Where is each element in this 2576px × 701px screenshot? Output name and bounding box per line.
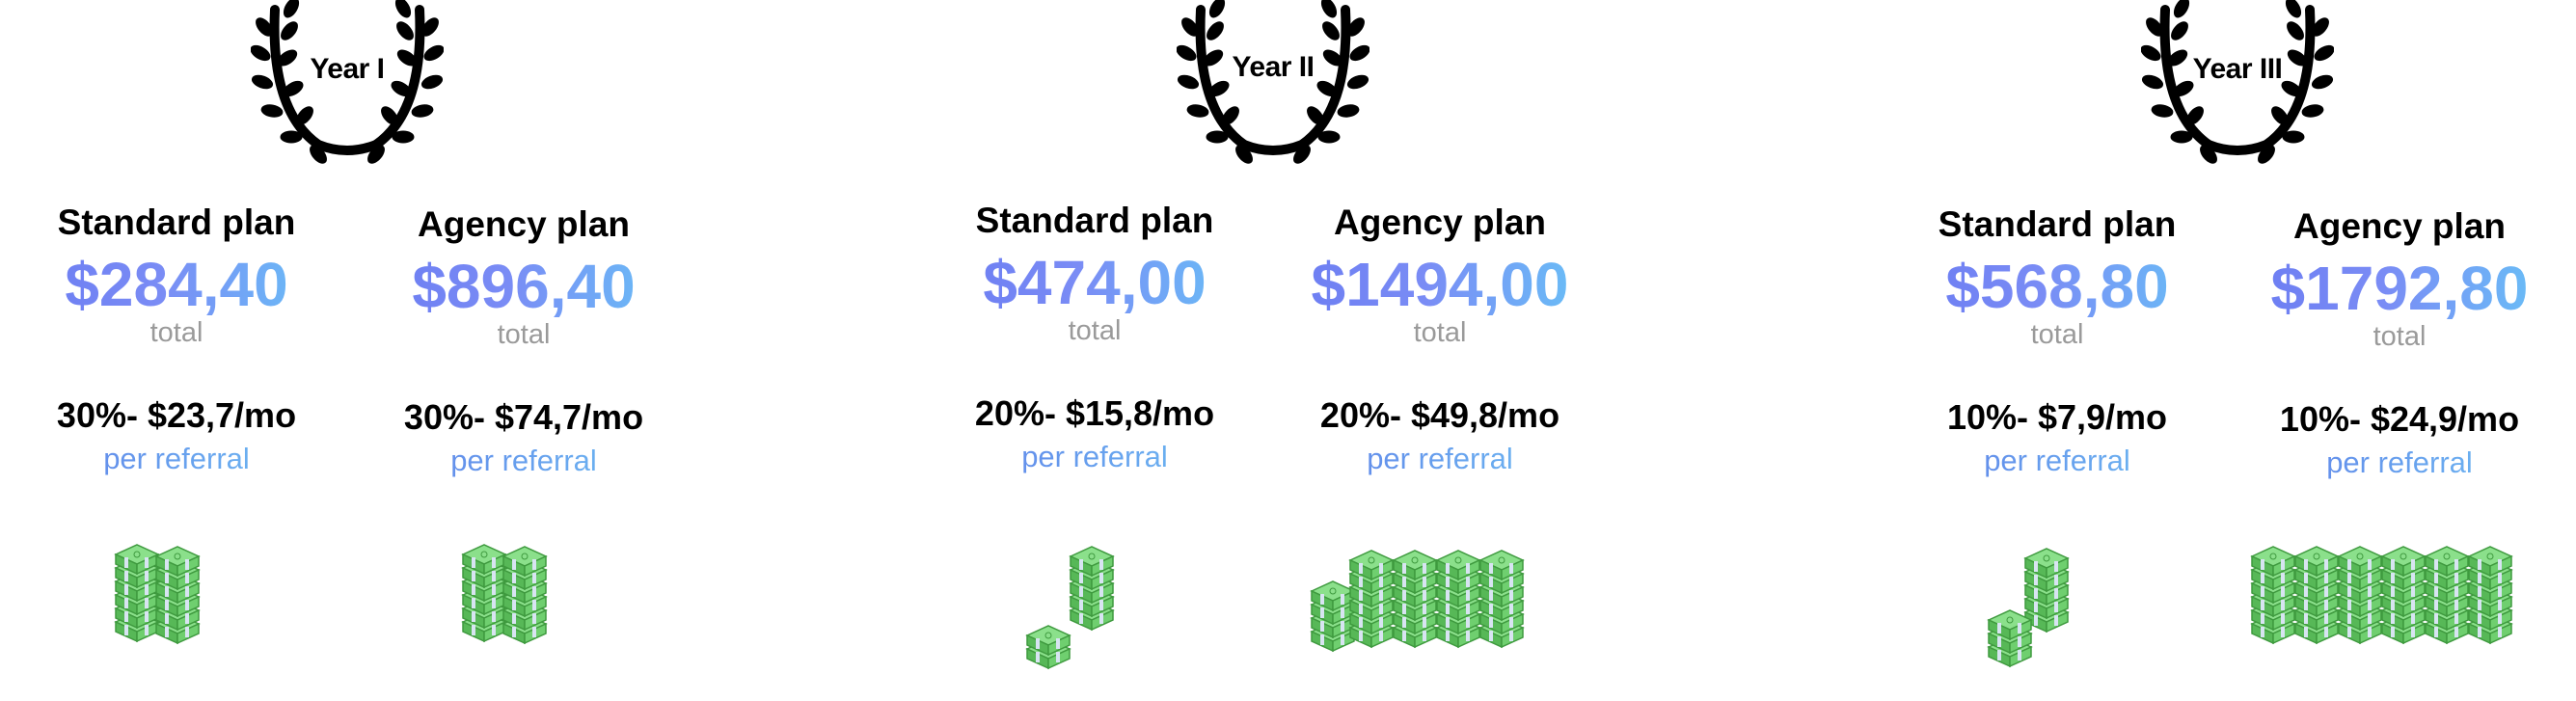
plan-card-standard: Standard plan $284,40 total 30%- $23,7/m…: [17, 202, 336, 476]
plan-price: $1494,00: [1281, 252, 1599, 317]
plan-name: Agency plan: [418, 204, 630, 244]
plan-card-agency: Agency plan $1792,80 total 10%- $24,9/mo…: [2240, 206, 2559, 480]
per-referral-label: per referral: [365, 444, 683, 478]
plan-name: Agency plan: [2293, 206, 2506, 246]
price-total-label: total: [2373, 321, 2427, 353]
plan-card-agency: Agency plan $896,40 total 30%- $74,7/mo …: [365, 204, 683, 478]
plan-name: Standard plan: [1938, 204, 2177, 244]
price-total-label: total: [1068, 315, 1122, 347]
plan-name: Standard plan: [975, 201, 1214, 240]
price-total-label: total: [497, 319, 551, 351]
per-referral-label: per referral: [935, 440, 1254, 474]
plan-name: Standard plan: [57, 202, 296, 242]
money-stack-icon: [2251, 546, 2512, 644]
plan-price: $284,40: [17, 252, 336, 317]
money-stack-icon: [1988, 548, 2069, 667]
commission-rate: 10%- $24,9/mo: [2279, 399, 2520, 440]
commission-rate: 20%- $15,8/mo: [974, 393, 1215, 434]
per-referral-label: per referral: [2240, 445, 2559, 480]
per-referral-label: per referral: [17, 442, 336, 476]
year-column-1: Year I Standard plan $284,40 total 30%- …: [0, 0, 868, 701]
price-total-label: total: [2030, 319, 2084, 351]
plan-price: $1792,80: [2240, 256, 2559, 321]
plan-card-standard: Standard plan $474,00 total 20%- $15,8/m…: [935, 201, 1254, 474]
commission-rate: 10%- $7,9/mo: [1946, 397, 2168, 438]
plan-price: $568,80: [1898, 254, 2216, 319]
price-total-label: total: [149, 317, 203, 349]
plan-price: $474,00: [935, 250, 1254, 315]
year-label: Year I: [310, 53, 385, 85]
per-referral-label: per referral: [1898, 444, 2216, 478]
plan-name: Agency plan: [1334, 202, 1546, 242]
price-total-label: total: [1413, 317, 1467, 349]
year-label: Year III: [2192, 53, 2283, 85]
per-referral-label: per referral: [1281, 442, 1599, 476]
commission-rate: 30%- $74,7/mo: [403, 397, 644, 438]
commission-rate: 20%- $49,8/mo: [1319, 395, 1560, 436]
commission-rate: 30%- $23,7/mo: [56, 395, 297, 436]
plan-price: $896,40: [365, 254, 683, 319]
plan-card-standard: Standard plan $568,80 total 10%- $7,9/mo…: [1898, 204, 2216, 478]
year-label: Year II: [1232, 51, 1315, 83]
plan-card-agency: Agency plan $1494,00 total 20%- $49,8/mo…: [1281, 202, 1599, 476]
